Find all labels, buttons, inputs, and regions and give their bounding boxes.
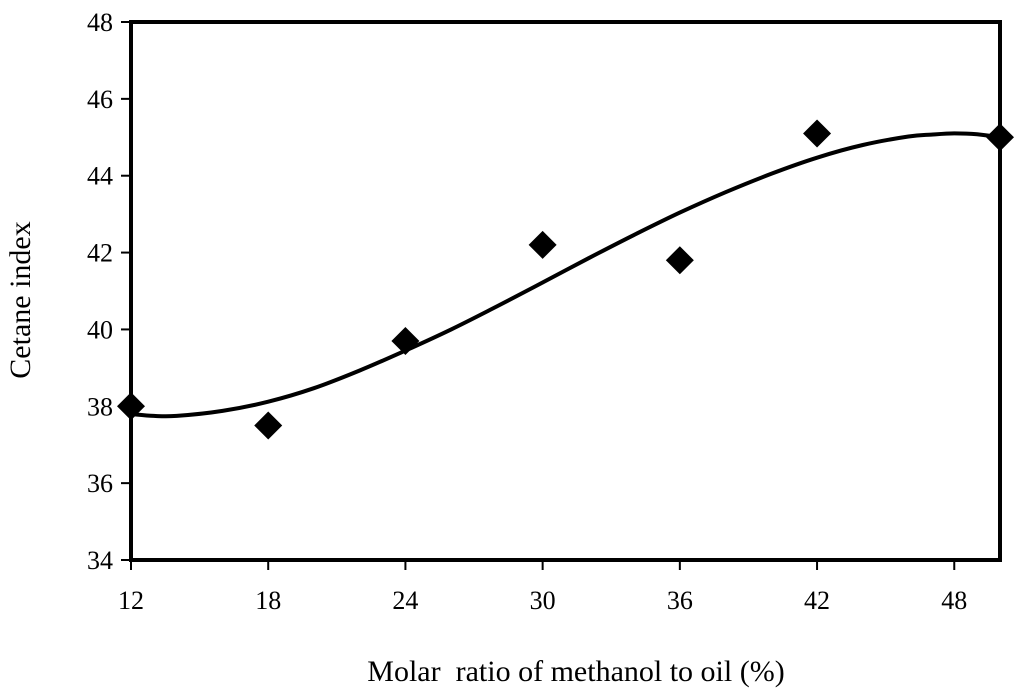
trendline-group xyxy=(129,131,1002,419)
y-tick-label: 40 xyxy=(87,315,113,344)
y-tick-label: 34 xyxy=(87,546,113,575)
x-tick-label: 18 xyxy=(255,586,281,615)
data-point-diamond xyxy=(803,119,832,148)
data-point-diamond xyxy=(528,230,557,259)
data-point-diamond xyxy=(391,326,420,355)
data-point-diamond xyxy=(254,411,283,440)
y-axis-title: Cetane index xyxy=(4,221,37,378)
x-tick-label: 24 xyxy=(392,586,418,615)
x-tick-label: 48 xyxy=(941,586,967,615)
trendline-curve xyxy=(129,131,1002,419)
y-tick-label: 42 xyxy=(87,239,113,268)
y-tick-label: 38 xyxy=(87,392,113,421)
plot-area-border xyxy=(129,20,1002,562)
data-point-diamond xyxy=(986,123,1014,152)
x-tick-label: 12 xyxy=(118,586,144,615)
y-tick-label: 46 xyxy=(87,85,113,114)
y-tick-label: 44 xyxy=(87,162,113,191)
x-tick-label: 42 xyxy=(804,586,830,615)
data-point-diamond xyxy=(117,392,145,421)
x-tick-label: 30 xyxy=(530,586,556,615)
y-tick-label: 36 xyxy=(87,469,113,498)
y-tick-label: 48 xyxy=(87,8,113,37)
axes-group: 34 36 38 40 42 44 46 48 12 18 24 30 36 42 48 xyxy=(87,8,1002,615)
data-point-diamond xyxy=(665,246,694,275)
x-tick-label: 36 xyxy=(667,586,693,615)
x-axis-title: Molar ratio of methanol to oil (%) xyxy=(367,655,784,688)
data-points-group xyxy=(117,119,1014,440)
labels-group: Molar ratio of methanol to oil (%) Cetan… xyxy=(4,221,785,688)
